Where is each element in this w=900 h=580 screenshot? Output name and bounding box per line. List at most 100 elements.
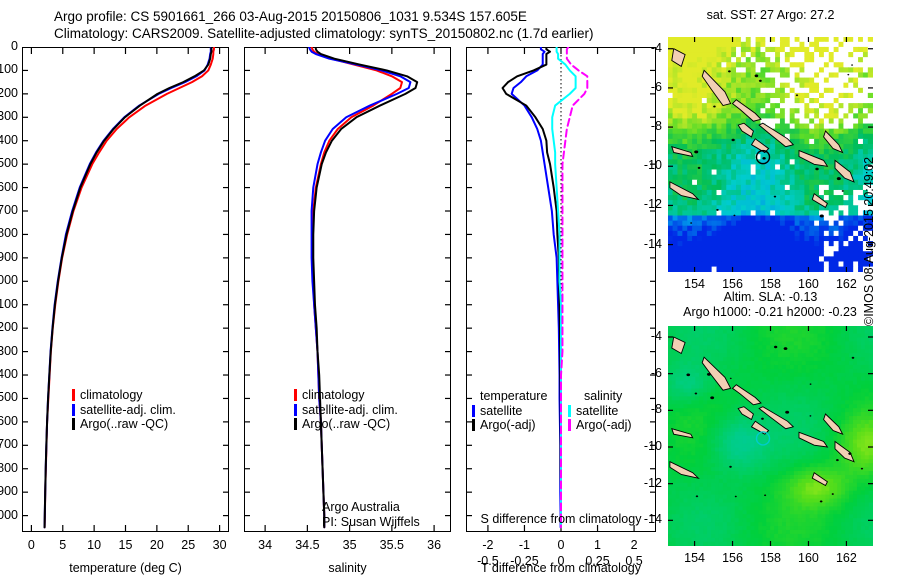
figure-title: Argo profile: CS 5901661_266 03-Aug-2015… xyxy=(54,8,694,42)
legend-color-swatch xyxy=(294,403,297,416)
sla-map-title-line-2: Argo h1000: -0.21 h2000: -0.23 xyxy=(683,305,857,319)
latitude-tick-label: -10 xyxy=(643,158,662,173)
legend-label: satellite xyxy=(480,403,523,418)
legend-label: Argo(-adj) xyxy=(576,418,632,432)
legend-entry: satellite-adj. clim. xyxy=(294,403,398,418)
longitude-tick-label: 158 xyxy=(760,551,781,565)
salinity-axis-title: salinity xyxy=(328,561,367,575)
depth-tick-label: 500 xyxy=(0,156,18,171)
depth-tick-label: 1800 xyxy=(0,460,18,475)
depth-tick-label: 600 xyxy=(0,179,18,194)
depth-tick-label: 100 xyxy=(0,62,18,77)
x-tick-label: 36 xyxy=(427,538,442,552)
depth-tick-label: 1900 xyxy=(0,484,18,499)
latitude-tick-label: -14 xyxy=(643,236,662,251)
title-line-1: Argo profile: CS 5901661_266 03-Aug-2015… xyxy=(54,9,527,24)
salinity-profile-plot xyxy=(244,47,451,532)
argo-credit: Argo Australia PI: Susan Wijffels xyxy=(322,500,420,529)
sst-map-title: sat. SST: 27 Argo: 27.2 xyxy=(706,8,835,22)
latitude-tick-label: -12 xyxy=(643,475,662,490)
legend-color-swatch xyxy=(568,404,571,417)
x-tick-label: 35.5 xyxy=(379,538,405,552)
depth-tick-label: 1100 xyxy=(0,296,18,311)
x-tick-label: 25 xyxy=(181,538,196,552)
legend-color-swatch xyxy=(472,419,475,432)
depth-tick-label: 400 xyxy=(0,132,18,147)
depth-tick-label: 300 xyxy=(0,109,18,124)
difference-legend: temperature salinity satellite satellite Arg… xyxy=(472,389,656,433)
legend-header-salinity: salinity xyxy=(584,389,623,403)
longitude-tick-label: 156 xyxy=(722,551,743,565)
latitude-tick-label: -4 xyxy=(650,40,662,55)
legend-entry: climatology xyxy=(72,388,176,403)
x-tick-label: 35 xyxy=(342,538,357,552)
longitude-tick-label: 160 xyxy=(798,277,819,291)
title-line-2: Climatology: CARS2009. Satellite-adjuste… xyxy=(54,26,594,41)
depth-tick-label: 1400 xyxy=(0,367,18,382)
depth-tick-label: 1200 xyxy=(0,320,18,335)
legend-label: Argo(..raw -QC) xyxy=(302,417,391,431)
s-difference-tick-label: 0.25 xyxy=(585,554,610,568)
t-difference-tick-label: -1 xyxy=(518,538,531,552)
depth-tick-label: 1300 xyxy=(0,343,18,358)
x-tick-label: 20 xyxy=(149,538,164,552)
t-difference-tick-label: 0 xyxy=(557,538,565,552)
depth-tick-label: 700 xyxy=(0,203,18,217)
legend-entry: Argo(..raw -QC) xyxy=(72,417,176,432)
x-tick-label: 34 xyxy=(258,538,273,552)
longitude-tick-label: 162 xyxy=(835,277,857,291)
s-difference-tick-label: 0 xyxy=(557,554,565,568)
depth-tick-label: 1700 xyxy=(0,437,18,452)
latitude-tick-label: -6 xyxy=(650,79,662,94)
depth-tick-label: 1000 xyxy=(0,273,18,288)
legend-entry: satellite xyxy=(472,404,568,419)
longitude-tick-label: 162 xyxy=(835,551,857,565)
depth-tick-label: 1600 xyxy=(0,413,18,428)
depth-tick-label: 200 xyxy=(0,85,18,100)
latitude-tick-label: -14 xyxy=(643,512,662,527)
depth-tick-label: 0 xyxy=(11,39,18,53)
latitude-tick-label: -10 xyxy=(643,439,662,453)
temperature-legend: climatology satellite-adj. clim. Argo(..ra… xyxy=(72,388,176,432)
x-tick-label: 0 xyxy=(27,538,35,552)
legend-label: satellite-adj. clim. xyxy=(80,402,176,417)
x-tick-label: 10 xyxy=(87,538,102,552)
longitude-tick-label: 160 xyxy=(798,551,819,565)
sst-map-plot xyxy=(668,37,873,272)
x-tick-label: 30 xyxy=(212,538,227,552)
legend-entry: Argo(..raw -QC) xyxy=(294,417,398,432)
depth-tick-label: 900 xyxy=(0,249,18,264)
legend-label: climatology xyxy=(80,388,143,402)
temperature-axis-title: temperature (deg C) xyxy=(69,561,182,575)
sla-map-plot xyxy=(668,326,873,546)
depth-tick-label: 800 xyxy=(0,226,18,241)
legend-label: Argo(..raw -QC) xyxy=(80,417,169,431)
t-difference-tick-label: 1 xyxy=(594,538,601,552)
latitude-tick-label: -12 xyxy=(643,197,662,212)
legend-color-swatch xyxy=(72,389,75,402)
sla-map-title-line-1: Altim. SLA: -0.13 xyxy=(723,290,818,304)
legend-color-swatch xyxy=(294,418,297,431)
legend-label: Argo(-adj) xyxy=(480,418,536,432)
salinity-profile-panel xyxy=(244,47,451,532)
legend-color-swatch xyxy=(294,389,297,402)
legend-entry: satellite xyxy=(568,404,656,419)
legend-entry: satellite-adj. clim. xyxy=(72,403,176,418)
legend-color-swatch xyxy=(472,404,475,417)
latitude-tick-label: -8 xyxy=(650,119,662,134)
t-difference-tick-label: -2 xyxy=(482,538,494,552)
latitude-tick-label: -6 xyxy=(650,365,662,380)
salinity-difference-axis-title: S difference from climatology xyxy=(480,512,642,526)
x-tick-label: 15 xyxy=(118,538,133,552)
legend-entry: Argo(-adj) xyxy=(472,418,568,433)
s-difference-tick-label: -0.5 xyxy=(477,554,499,568)
s-difference-tick-label: -0.25 xyxy=(510,554,539,568)
argo-credit-org: Argo Australia xyxy=(322,500,400,514)
legend-label: satellite-adj. clim. xyxy=(302,402,398,417)
x-tick-label: 34.5 xyxy=(295,538,320,552)
longitude-tick-label: 158 xyxy=(760,277,781,291)
copyright-notice: ©IMOS 08-Aug-2015 20:49:02 xyxy=(862,156,876,326)
legend-header-temperature: temperature xyxy=(480,389,548,403)
argo-credit-pi: PI: Susan Wijffels xyxy=(322,514,420,529)
legend-label: climatology xyxy=(302,388,365,402)
